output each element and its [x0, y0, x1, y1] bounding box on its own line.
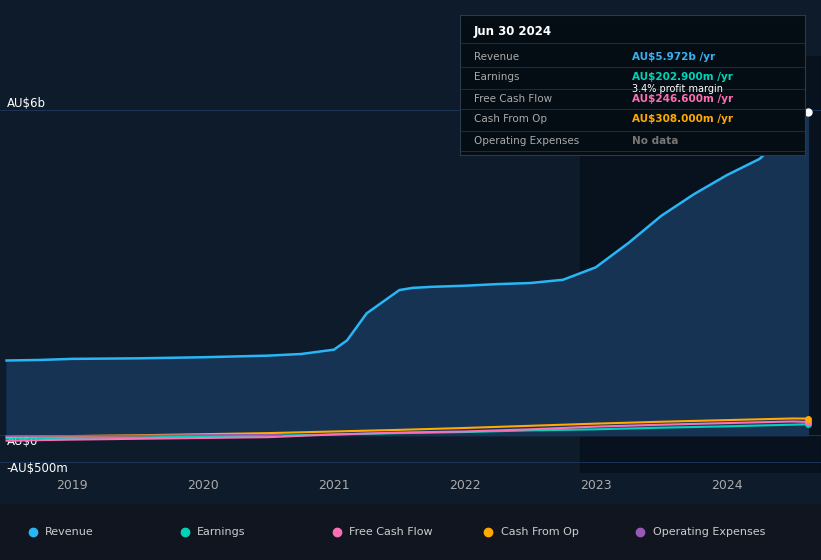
Text: AU$5.972b /yr: AU$5.972b /yr	[632, 52, 716, 62]
Text: Cash From Op: Cash From Op	[474, 114, 547, 124]
Text: AU$0: AU$0	[7, 435, 38, 448]
Text: -AU$500m: -AU$500m	[7, 463, 68, 475]
Text: Operating Expenses: Operating Expenses	[653, 527, 765, 537]
Text: Free Cash Flow: Free Cash Flow	[349, 527, 433, 537]
Text: AU$6b: AU$6b	[7, 97, 46, 110]
Text: Operating Expenses: Operating Expenses	[474, 136, 579, 146]
Text: Revenue: Revenue	[45, 527, 94, 537]
Text: Revenue: Revenue	[474, 52, 519, 62]
Text: No data: No data	[632, 136, 679, 146]
Text: AU$246.600m /yr: AU$246.600m /yr	[632, 94, 734, 104]
Text: AU$308.000m /yr: AU$308.000m /yr	[632, 114, 733, 124]
Text: AU$202.900m /yr: AU$202.900m /yr	[632, 72, 733, 82]
Text: Free Cash Flow: Free Cash Flow	[474, 94, 552, 104]
Text: Cash From Op: Cash From Op	[501, 527, 579, 537]
Text: 3.4% profit margin: 3.4% profit margin	[632, 84, 723, 94]
Text: Earnings: Earnings	[197, 527, 245, 537]
Text: Jun 30 2024: Jun 30 2024	[474, 25, 552, 38]
Bar	[580, 56, 821, 473]
Text: Earnings: Earnings	[474, 72, 520, 82]
